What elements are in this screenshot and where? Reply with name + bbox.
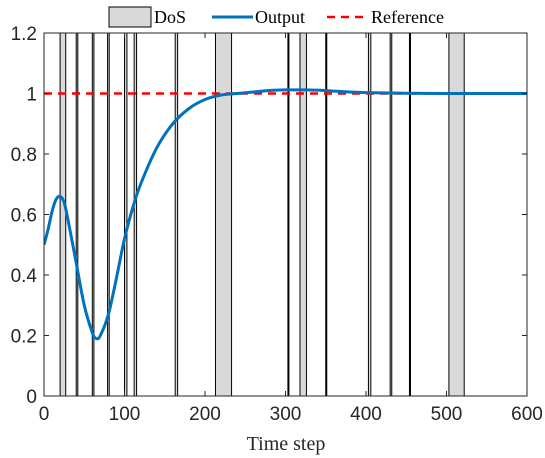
legend: DoS Output Reference — [108, 6, 444, 28]
dos-interval-6 — [174, 33, 179, 396]
dos-interval-9 — [299, 33, 307, 396]
x-tick-label: 400 — [350, 404, 382, 425]
dos-interval-0 — [59, 33, 67, 396]
x-axis-label: Time step — [247, 433, 326, 455]
y-tick-label: 1 — [26, 85, 37, 106]
dos-interval-1 — [75, 33, 79, 396]
axes: 0 100 200 300 400 500 600 0 0.2 0.4 0.6 0.8 1 1.2 — [11, 24, 543, 425]
output-line — [44, 88, 527, 341]
dos-interval-7 — [214, 33, 233, 396]
x-tick-label: 0 — [39, 404, 50, 425]
y-tick-label: 0.2 — [11, 327, 37, 348]
dos-interval-8 — [287, 33, 290, 396]
dos-interval-3 — [107, 33, 110, 396]
y-tick-label: 1.2 — [11, 24, 37, 45]
legend-swatch-dos — [108, 6, 152, 28]
y-tick-label: 0.6 — [11, 206, 37, 227]
x-tick-label: 200 — [189, 404, 221, 425]
dos-interval-12 — [389, 33, 393, 396]
y-tick-label: 0.8 — [11, 145, 37, 166]
dos-interval-13 — [408, 33, 411, 396]
dos-interval-14 — [448, 33, 465, 396]
dos-interval-5 — [133, 33, 138, 396]
dos-interval-10 — [325, 33, 328, 396]
data-layer — [44, 33, 527, 396]
x-tick-label: 500 — [431, 404, 463, 425]
y-tick-label: 0 — [26, 387, 37, 408]
legend-label-dos: DoS — [154, 7, 186, 27]
x-tick-label: 300 — [270, 404, 302, 425]
x-tick-label: 600 — [511, 404, 543, 425]
legend-label-output: Output — [255, 7, 305, 27]
y-tick-label: 0.4 — [11, 266, 38, 287]
dos-interval-2 — [91, 33, 95, 396]
legend-label-reference: Reference — [371, 7, 444, 27]
plot-area — [44, 33, 527, 396]
dos-interval-11 — [367, 33, 372, 396]
x-tick-label: 100 — [109, 404, 141, 425]
dos-interval-4 — [124, 33, 128, 396]
